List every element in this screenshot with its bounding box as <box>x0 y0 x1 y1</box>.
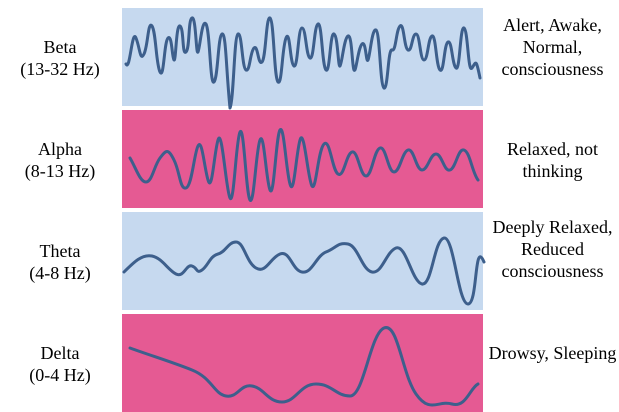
alpha-state: Relaxed, not thinking <box>507 139 598 181</box>
band-range: (4-8 Hz) <box>29 263 91 283</box>
band-range: (8-13 Hz) <box>24 161 96 181</box>
theta-state: Deeply Relaxed, Reduced consciousness <box>492 217 613 281</box>
delta-wave <box>128 326 480 407</box>
band-name: Alpha <box>38 139 82 159</box>
alpha-wave <box>128 128 480 202</box>
beta-label: Beta (13-32 Hz) <box>0 36 120 80</box>
beta-state: Alert, Awake, Normal, consciousness <box>501 15 604 79</box>
delta-label: Delta (0-4 Hz) <box>0 342 120 386</box>
band-range: (0-4 Hz) <box>29 365 91 385</box>
alpha-label: Alpha (8-13 Hz) <box>0 138 120 182</box>
band-name: Delta <box>40 343 80 363</box>
band-range: (13-32 Hz) <box>20 59 100 79</box>
beta-band <box>122 8 483 110</box>
band-name: Beta <box>43 37 77 57</box>
delta-state: Drowsy, Sleeping <box>488 343 617 363</box>
theta-wave <box>122 236 486 306</box>
theta-band <box>122 212 486 310</box>
beta-wave <box>124 16 482 110</box>
alpha-band <box>122 110 483 208</box>
band-name: Theta <box>39 241 81 261</box>
delta-band <box>122 314 483 412</box>
theta-label: Theta (4-8 Hz) <box>0 240 120 284</box>
